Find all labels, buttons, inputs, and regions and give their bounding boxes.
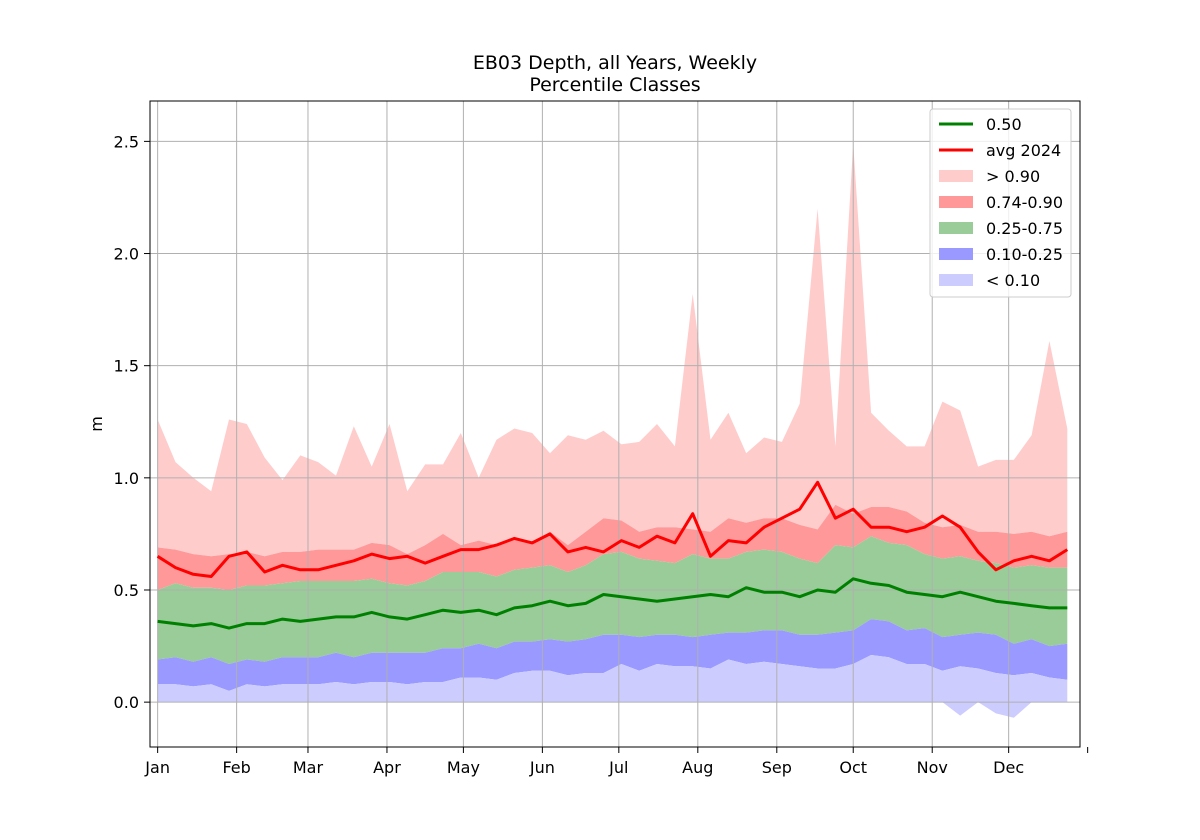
x-tick-label: Apr [373,758,401,777]
band-0 [157,143,1068,557]
band-2 [157,536,1068,664]
y-tick-label: 1.5 [114,357,139,376]
band-3 [157,619,1068,691]
legend-label: > 0.90 [986,167,1040,186]
y-tick-label: 2.0 [114,245,139,264]
y-tick-label: 2.5 [114,132,139,151]
x-axis: Jan Feb Mar Apr May Jun Jul Aug Sep Oct Nov Dec [144,747,1089,777]
legend-label: 0.74-0.90 [986,193,1063,212]
chart-subtitle: Percentile Classes [529,74,700,96]
x-tick-label: May [447,758,480,777]
legend-patch-swatch [939,196,973,208]
x-tick-label: Oct [839,758,867,777]
series-line-0 [157,577,1068,630]
y-tick-label: 0.0 [114,693,139,712]
legend-label: 0.25-0.75 [986,219,1063,238]
x-tick-label: Aug [682,758,713,777]
x-tick-label: Nov [917,758,948,777]
legend-label: < 0.10 [986,271,1040,290]
series-line-1 [156,480,1069,578]
legend-patch-swatch [939,170,973,182]
legend-patch-swatch [939,248,973,260]
x-tick-label: Feb [222,758,250,777]
legend-patch-swatch [939,274,973,286]
grid-lines [150,101,1080,747]
x-tick-label: Mar [293,758,324,777]
x-tick-label: Sep [762,758,792,777]
y-axis: 0.0 0.5 1.0 1.5 2.0 2.5 [114,132,150,712]
x-tick-label: Jun [529,758,555,777]
y-tick-label: 0.5 [114,581,139,600]
x-tick-label: Jul [608,758,628,777]
plot-frame [149,100,1081,748]
series-lines [156,480,1069,630]
y-tick-label: 1.0 [114,469,139,488]
legend-label: 0.10-0.25 [986,245,1063,264]
legend-label: avg 2024 [986,141,1061,160]
legend-label: 0.50 [986,115,1022,134]
x-tick-label: Dec [993,758,1024,777]
legend: 0.50 avg 2024 > 0.90 0.74-0.90 0.25-0.75 0.10… [929,108,1072,298]
legend-patch-swatch [939,222,973,234]
chart-title: EB03 Depth, all Years, Weekly [473,52,757,74]
y-axis-label: m [87,416,106,432]
x-tick-label: Jan [144,758,170,777]
